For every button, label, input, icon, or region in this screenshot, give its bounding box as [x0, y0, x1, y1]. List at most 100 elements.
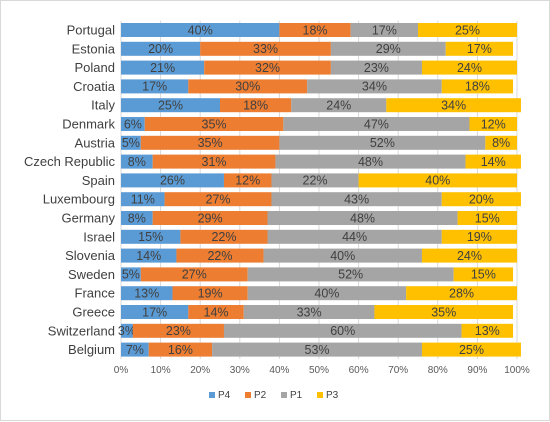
data-label: 15%: [138, 230, 163, 244]
data-label: 52%: [370, 136, 395, 150]
data-label: 14%: [136, 249, 161, 263]
data-label: 5%: [122, 136, 140, 150]
bar-segment-p3: [441, 192, 521, 207]
bar-segment-p2: [172, 286, 248, 301]
data-label: 14%: [481, 155, 506, 169]
bar-segment-p2: [180, 229, 268, 244]
data-label: 13%: [134, 287, 159, 301]
category-label: Sweden: [68, 267, 115, 282]
bar-segment-p1: [271, 192, 442, 207]
category-label: Germany: [62, 211, 116, 226]
bar-segment-p4: [121, 117, 145, 131]
data-label: 20%: [148, 42, 173, 56]
data-label: 40%: [314, 287, 339, 301]
data-label: 35%: [431, 305, 456, 319]
data-label: 19%: [198, 287, 223, 301]
bar-segment-p4: [121, 135, 141, 150]
data-label: 18%: [303, 23, 328, 37]
bar-segment-p4: [121, 211, 153, 225]
data-label: 3%: [118, 324, 136, 338]
bar-segment-p4: [121, 154, 153, 169]
bar-segment-p1: [263, 248, 422, 263]
data-label: 14%: [204, 305, 229, 319]
bar-segment-p2: [140, 135, 280, 150]
bar-segment-p1: [247, 267, 454, 282]
data-label: 26%: [160, 174, 185, 188]
data-label: 5%: [122, 268, 140, 282]
data-label: 15%: [471, 268, 496, 282]
data-label: 25%: [459, 343, 484, 357]
data-label: 47%: [364, 117, 389, 131]
bar-segment-p2: [132, 323, 224, 338]
bar-segment-p4: [121, 173, 224, 188]
data-label: 48%: [350, 211, 375, 225]
category-label: Belgium: [68, 342, 115, 357]
bar-segment-p3: [453, 267, 514, 282]
data-label: 34%: [362, 80, 387, 94]
legend-label: P1: [290, 390, 303, 401]
data-label: 22%: [211, 230, 236, 244]
x-tick-label: 100%: [504, 365, 530, 376]
legend-swatch: [317, 392, 323, 398]
bar-segment-p2: [188, 305, 244, 319]
category-label: Israel: [83, 229, 115, 244]
legend: P4 P2 P1 P3: [209, 390, 339, 401]
bar-segment-p1: [267, 211, 458, 225]
data-label: 40%: [188, 23, 213, 37]
bar-segment-p1: [350, 23, 418, 37]
bar-segment-p4: [121, 305, 189, 319]
bar-segment-p2: [152, 211, 268, 225]
bar-segment-p1: [330, 60, 422, 75]
data-label: 24%: [326, 99, 351, 113]
data-label: 29%: [376, 42, 401, 56]
bar-segment-p4: [121, 323, 133, 338]
bar-segment-p2: [164, 192, 272, 207]
bar-segment-p1: [275, 154, 466, 169]
data-label: 16%: [168, 343, 193, 357]
bar-segment-p3: [421, 60, 517, 75]
bar-segment-p2: [200, 41, 331, 56]
bar-segment-p2: [204, 60, 331, 75]
legend-swatch: [281, 392, 287, 398]
x-tick-label: 0%: [114, 365, 129, 376]
bar-segment-p1: [279, 135, 486, 150]
bar-segment-p4: [121, 192, 165, 207]
data-label: 60%: [330, 324, 355, 338]
bar-segment-p4: [121, 248, 177, 263]
bar-segment-p4: [121, 229, 181, 244]
category-label: Croatia: [73, 79, 116, 94]
data-label: 31%: [202, 155, 227, 169]
bar-segment-p3: [445, 41, 514, 56]
data-label: 20%: [469, 193, 494, 207]
bar-segment-p2: [140, 267, 248, 282]
data-label: 8%: [128, 155, 146, 169]
data-label: 17%: [467, 42, 492, 56]
bar-segment-p2: [176, 248, 264, 263]
category-label: Estonia: [72, 41, 116, 56]
bar-segment-p4: [121, 286, 173, 301]
data-label: 8%: [492, 136, 510, 150]
bar-segment-p4: [121, 60, 205, 75]
data-label: 35%: [202, 117, 227, 131]
data-label: 23%: [166, 324, 191, 338]
x-tick-label: 30%: [230, 365, 250, 376]
bar-segment-p3: [418, 23, 517, 37]
bar-segment-p3: [386, 98, 521, 113]
data-label: 17%: [372, 23, 397, 37]
bar-segment-p3: [461, 323, 514, 338]
data-label: 11%: [131, 193, 155, 207]
category-label: Spain: [82, 173, 115, 188]
x-tick-label: 50%: [309, 365, 329, 376]
x-tick-label: 70%: [388, 365, 408, 376]
data-label: 18%: [243, 99, 268, 113]
data-label: 27%: [182, 268, 207, 282]
bar-segment-p1: [267, 229, 442, 244]
x-tick-label: 80%: [428, 365, 448, 376]
data-label: 29%: [198, 211, 223, 225]
x-tick-label: 40%: [269, 365, 289, 376]
x-tick-label: 20%: [190, 365, 210, 376]
data-label: 17%: [142, 305, 167, 319]
bar-segment-p1: [223, 323, 462, 338]
